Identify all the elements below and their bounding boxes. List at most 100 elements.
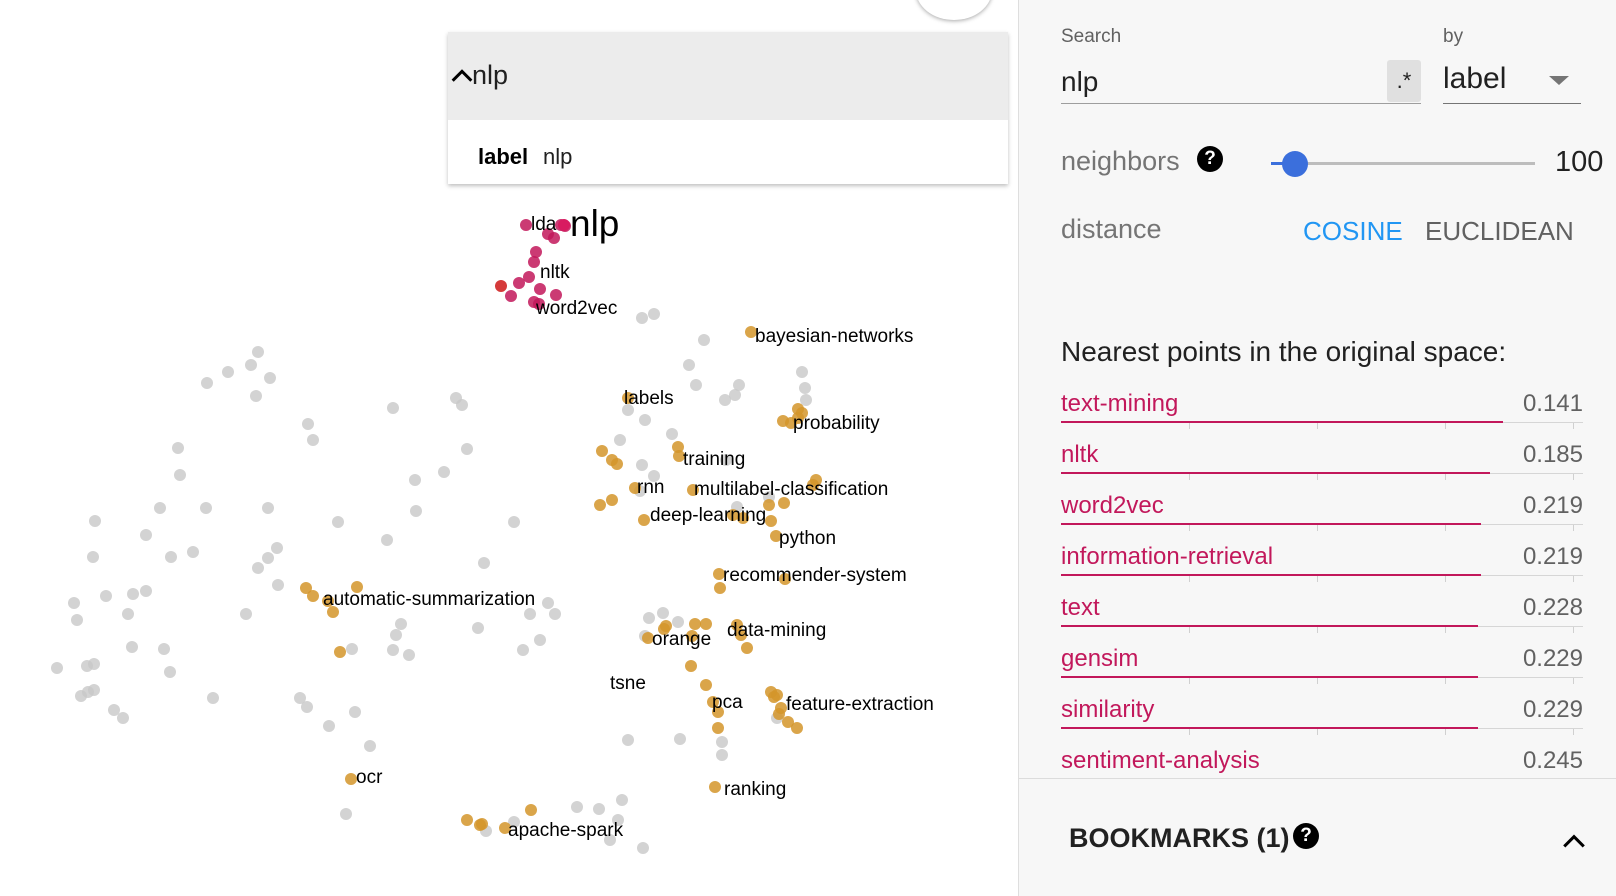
neighbor-point[interactable] xyxy=(606,494,618,506)
data-point[interactable] xyxy=(410,505,422,517)
neighbor-point[interactable] xyxy=(714,582,726,594)
neighbor-point[interactable] xyxy=(709,781,721,793)
data-point[interactable] xyxy=(593,803,605,815)
neighbor-point[interactable] xyxy=(727,509,739,521)
data-point[interactable] xyxy=(461,443,473,455)
nearest-point-item[interactable]: text 0.228 xyxy=(1061,584,1583,636)
neighbor-point[interactable] xyxy=(773,708,785,720)
data-point[interactable] xyxy=(301,701,313,713)
data-point[interactable] xyxy=(622,734,634,746)
data-point[interactable] xyxy=(262,552,274,564)
data-point[interactable] xyxy=(456,399,468,411)
data-point[interactable] xyxy=(88,658,100,670)
data-point[interactable] xyxy=(207,692,219,704)
data-point[interactable] xyxy=(122,608,134,620)
data-point[interactable] xyxy=(364,740,376,752)
data-point[interactable] xyxy=(172,442,184,454)
regex-toggle-button[interactable]: .* xyxy=(1387,60,1421,102)
data-point[interactable] xyxy=(720,454,732,466)
neighbor-point[interactable] xyxy=(322,595,334,607)
data-point[interactable] xyxy=(187,546,199,558)
neighbor-point[interactable] xyxy=(700,679,712,691)
search-result-item[interactable]: label nlp xyxy=(448,120,1008,184)
data-point[interactable] xyxy=(616,794,628,806)
data-point[interactable] xyxy=(395,618,407,630)
data-point[interactable] xyxy=(201,377,213,389)
neighbor-point[interactable] xyxy=(712,706,724,718)
nearest-neighbor-point[interactable] xyxy=(505,290,517,302)
neighbor-point[interactable] xyxy=(327,606,339,618)
neighbor-point[interactable] xyxy=(770,530,782,542)
data-point[interactable] xyxy=(108,704,120,716)
nearest-neighbor-point[interactable] xyxy=(528,256,540,268)
neighbor-point[interactable] xyxy=(300,582,312,594)
data-point[interactable] xyxy=(100,590,112,602)
data-point[interactable] xyxy=(307,434,319,446)
data-point[interactable] xyxy=(200,502,212,514)
data-point[interactable] xyxy=(733,379,745,391)
neighbor-point[interactable] xyxy=(731,619,743,631)
neighbor-point[interactable] xyxy=(596,445,608,457)
data-point[interactable] xyxy=(140,529,152,541)
search-input[interactable]: nlp xyxy=(1061,60,1421,104)
data-point[interactable] xyxy=(71,614,83,626)
neighbor-point[interactable] xyxy=(737,512,749,524)
data-point[interactable] xyxy=(666,428,678,440)
data-point[interactable] xyxy=(672,616,684,628)
data-point[interactable] xyxy=(87,551,99,563)
data-point[interactable] xyxy=(800,394,812,406)
nearest-point-item[interactable]: gensim 0.229 xyxy=(1061,635,1583,687)
neighbor-point[interactable] xyxy=(779,573,791,585)
data-point[interactable] xyxy=(88,684,100,696)
data-point[interactable] xyxy=(245,359,257,371)
neighbor-point[interactable] xyxy=(495,280,507,292)
data-point[interactable] xyxy=(612,814,624,826)
chevron-up-icon[interactable] xyxy=(1561,831,1587,851)
data-point[interactable] xyxy=(648,308,660,320)
data-point[interactable] xyxy=(517,644,529,656)
neighbor-point[interactable] xyxy=(499,822,511,834)
nearest-neighbor-point[interactable] xyxy=(550,289,562,301)
data-point[interactable] xyxy=(381,534,393,546)
neighbor-point[interactable] xyxy=(594,499,606,511)
neighbor-point[interactable] xyxy=(791,722,803,734)
neighbor-point[interactable] xyxy=(660,620,672,632)
neighbor-point[interactable] xyxy=(622,392,634,404)
data-point[interactable] xyxy=(438,466,450,478)
data-point[interactable] xyxy=(657,607,669,619)
data-point[interactable] xyxy=(127,588,139,600)
projector-fab-button[interactable] xyxy=(916,0,992,20)
data-point[interactable] xyxy=(346,643,358,655)
data-point[interactable] xyxy=(524,608,536,620)
data-point[interactable] xyxy=(332,516,344,528)
data-point[interactable] xyxy=(89,515,101,527)
data-point[interactable] xyxy=(796,366,808,378)
neighbors-slider-thumb[interactable] xyxy=(1281,151,1308,177)
data-point[interactable] xyxy=(240,608,252,620)
nearest-neighbor-point[interactable] xyxy=(513,277,525,289)
data-point[interactable] xyxy=(340,808,352,820)
data-point[interactable] xyxy=(508,816,520,828)
data-point[interactable] xyxy=(622,404,634,416)
bookmarks-panel[interactable]: BOOKMARKS (1) ? xyxy=(1019,778,1616,896)
nearest-neighbor-point[interactable] xyxy=(548,232,560,244)
neighbor-point[interactable] xyxy=(351,581,363,593)
data-point[interactable] xyxy=(683,359,695,371)
neighbor-point[interactable] xyxy=(700,618,712,630)
data-point[interactable] xyxy=(158,643,170,655)
data-point[interactable] xyxy=(637,842,649,854)
nearest-neighbor-point[interactable] xyxy=(523,271,535,283)
nearest-points-list[interactable]: text-mining 0.141 nltk 0.185 word2vec 0.219 in… xyxy=(1061,380,1601,776)
data-point[interactable] xyxy=(604,834,616,846)
data-point[interactable] xyxy=(472,622,484,634)
neighbor-point[interactable] xyxy=(707,696,719,708)
data-point[interactable] xyxy=(390,629,402,641)
data-point[interactable] xyxy=(716,749,728,761)
neighbor-point[interactable] xyxy=(778,497,790,509)
data-point[interactable] xyxy=(542,597,554,609)
distance-euclidean-button[interactable]: EUCLIDEAN xyxy=(1425,216,1574,246)
selected-point[interactable] xyxy=(558,219,570,231)
data-point[interactable] xyxy=(571,801,583,813)
data-point[interactable] xyxy=(716,736,728,748)
neighbor-point[interactable] xyxy=(765,686,777,698)
